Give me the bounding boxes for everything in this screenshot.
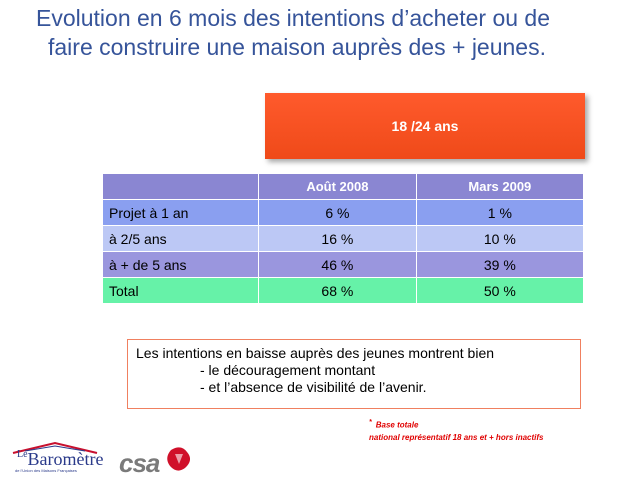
cell-aout-2008: 16 % [258,225,417,252]
table-row: à 2/5 ans 16 % 10 % [101,225,585,252]
cell-aout-2008: 68 % [258,277,417,304]
barometre-roof-icon [12,441,98,454]
cell-aout-2008: 6 % [258,199,417,226]
cell-mars-2009: 10 % [415,225,585,252]
slide-title: Evolution en 6 mois des intentions d’ach… [36,4,626,62]
slide-title-line-2: faire construire une maison auprès des +… [48,34,546,60]
note-line-1: Les intentions en baisse auprès des jeun… [136,345,495,361]
segment-label-box: 18 /24 ans [265,93,585,159]
cell-mars-2009: 50 % [415,277,585,304]
cell-mars-2009: 1 % [415,199,585,226]
cell-aout-2008: 46 % [258,251,417,278]
segment-label: 18 /24 ans [391,118,459,134]
base-footnote: * Base totale national représentatif 18 a… [369,417,544,444]
row-label: à + de 5 ans [101,251,260,278]
csa-logo: csa [117,444,192,478]
table-row: Projet à 1 an 6 % 1 % [101,199,585,226]
barometre-prefix: Le [17,449,28,460]
table-header-mars-2009: Mars 2009 [415,173,585,200]
footnote-marker: * [369,419,372,426]
conclusion-note: Les intentions en baisse auprès des jeun… [127,339,581,409]
table-header-aout-2008: Août 2008 [258,173,417,200]
table-row-total: Total 68 % 50 % [101,277,585,304]
footnote-line-1: Base totale [375,420,419,430]
csa-wordmark: csa [119,448,160,478]
note-line-3: - et l’absence de visibilité de l’avenir… [200,379,427,395]
table-header-blank [101,173,260,200]
slide-title-line-1: Evolution en 6 mois des intentions d’ach… [36,5,550,31]
row-label: Projet à 1 an [101,199,260,226]
note-line-2: - le découragement montant [200,362,376,378]
barometre-word: Baromètre [27,449,104,469]
table-row: à + de 5 ans 46 % 39 % [101,251,585,278]
barometre-subtitle: de l'Union des Maisons Françaises [15,468,77,473]
table-header-row: Août 2008 Mars 2009 [101,173,585,200]
barometre-logo: LeBaromètre de l'Union des Maisons Franç… [5,441,117,477]
row-label: Total [101,277,260,304]
row-label: à 2/5 ans [101,225,260,252]
csa-emblem-icon [167,447,191,471]
cell-mars-2009: 39 % [415,251,585,278]
footnote-line-2: national représentatif 18 ans et + hors … [369,432,544,442]
intentions-table: Août 2008 Mars 2009 Projet à 1 an 6 % 1 … [101,173,585,304]
barometre-wordmark: LeBaromètre [17,449,104,470]
